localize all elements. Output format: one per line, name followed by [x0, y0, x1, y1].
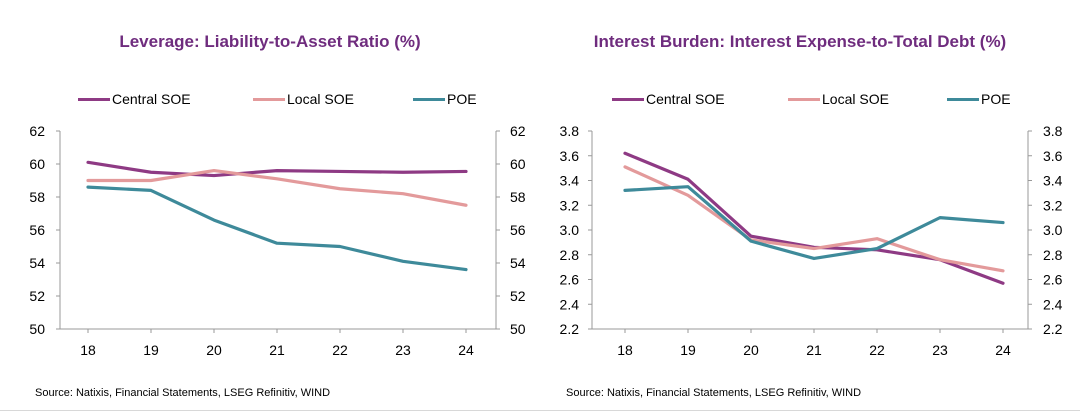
legend-swatch [253, 97, 285, 101]
legend: Central SOE Local SOE POE [540, 91, 1080, 111]
y-tick-label-right: 2.4 [1043, 296, 1063, 312]
y-tick-label-left: 3.8 [560, 123, 580, 139]
y-tick-label-right: 50 [510, 321, 526, 337]
legend-item-central-soe: Central SOE [78, 91, 191, 107]
chart-panel-interest-burden: Interest Burden: Interest Expense-to-Tot… [540, 0, 1080, 417]
x-tick-label: 19 [680, 342, 696, 358]
legend-label: POE [981, 91, 1011, 107]
y-tick-label-right: 56 [510, 222, 526, 238]
x-tick-label: 19 [143, 342, 159, 358]
x-tick-label: 24 [995, 342, 1011, 358]
y-tick-label-left: 50 [29, 321, 45, 337]
x-tick-label: 18 [617, 342, 633, 358]
y-tick-label-left: 52 [29, 288, 45, 304]
legend-swatch [788, 97, 820, 101]
x-tick-label: 20 [206, 342, 222, 358]
y-tick-label-right: 58 [510, 189, 526, 205]
x-tick-label: 22 [332, 342, 348, 358]
y-tick-label-left: 2.2 [560, 321, 580, 337]
y-tick-label-left: 2.6 [560, 272, 580, 288]
interest-burden-line-chart: 2.2 2.2 2.4 2.4 2.6 2.6 2.8 2.8 3.0 3.0 3.2 3.2 3.4 3… [560, 123, 1063, 358]
legend-label: Local SOE [822, 91, 889, 107]
source-note: Source: Natixis, Financial Statements, L… [566, 387, 862, 399]
y-tick-label-right: 2.6 [1043, 272, 1063, 288]
legend-item-local-soe: Local SOE [253, 91, 354, 107]
y-tick-label-right: 2.8 [1043, 247, 1063, 263]
y-tick-label-left: 2.8 [560, 247, 580, 263]
legend-swatch [78, 97, 110, 101]
y-tick-label-right: 2.2 [1043, 321, 1063, 337]
y-tick-label-right: 3.4 [1043, 173, 1063, 189]
y-tick-label-right: 3.0 [1043, 222, 1063, 238]
y-tick-label-right: 52 [510, 288, 526, 304]
y-tick-label-right: 60 [510, 156, 526, 172]
legend-label: Central SOE [112, 91, 191, 107]
legend-item-local-soe: Local SOE [788, 91, 889, 107]
y-tick-label-right: 62 [510, 123, 526, 139]
x-tick-label: 22 [869, 342, 885, 358]
x-tick-label: 20 [743, 342, 759, 358]
x-tick-label: 23 [395, 342, 411, 358]
chart-title: Interest Burden: Interest Expense-to-Tot… [593, 32, 1007, 51]
series-line-poe [623, 185, 1005, 261]
y-tick-label-left: 3.0 [560, 222, 580, 238]
series-line-central-soe [86, 160, 468, 178]
y-tick-label-left: 60 [29, 156, 45, 172]
y-tick-label-right: 3.6 [1043, 148, 1063, 164]
x-tick-label: 21 [269, 342, 285, 358]
legend-swatch [413, 97, 445, 101]
y-tick-label-right: 54 [510, 255, 526, 271]
y-tick-label-left: 62 [29, 123, 45, 139]
legend-label: Central SOE [646, 91, 725, 107]
bottom-divider [0, 410, 1080, 411]
series-line-poe [86, 185, 468, 272]
y-tick-label-right: 3.8 [1043, 123, 1063, 139]
series-line-local-soe [623, 165, 1005, 273]
y-tick-label-left: 3.4 [560, 173, 580, 189]
y-tick-label-left: 3.6 [560, 148, 580, 164]
y-tick-label-left: 3.2 [560, 197, 580, 213]
x-tick-label: 21 [806, 342, 822, 358]
legend-label: POE [447, 91, 477, 107]
legend-item-poe: POE [947, 91, 1011, 107]
y-tick-label-left: 54 [29, 255, 45, 271]
legend-item-poe: POE [413, 91, 477, 107]
chart-title: Leverage: Liability-to-Asset Ratio (%) [119, 32, 421, 51]
series-line-local-soe [86, 169, 468, 207]
y-tick-label-left: 58 [29, 189, 45, 205]
chart-panel-leverage: Leverage: Liability-to-Asset Ratio (%) C… [0, 32, 540, 399]
leverage-line-chart: 50 50 52 52 54 54 56 56 58 58 60 60 62 62 18 19 20 21 22 23… [29, 123, 526, 358]
legend-swatch [612, 97, 644, 101]
legend-item-central-soe: Central SOE [612, 91, 725, 107]
x-tick-label: 24 [458, 342, 474, 358]
y-tick-label-left: 56 [29, 222, 45, 238]
x-tick-label: 18 [80, 342, 96, 358]
x-tick-label: 23 [932, 342, 948, 358]
y-tick-label-left: 2.4 [560, 296, 580, 312]
source-note: Source: Natixis, Financial Statements, L… [35, 387, 331, 399]
legend: Central SOE Local SOE POE [0, 91, 540, 111]
legend-label: Local SOE [287, 91, 354, 107]
legend-swatch [947, 97, 979, 101]
y-tick-label-right: 3.2 [1043, 197, 1063, 213]
